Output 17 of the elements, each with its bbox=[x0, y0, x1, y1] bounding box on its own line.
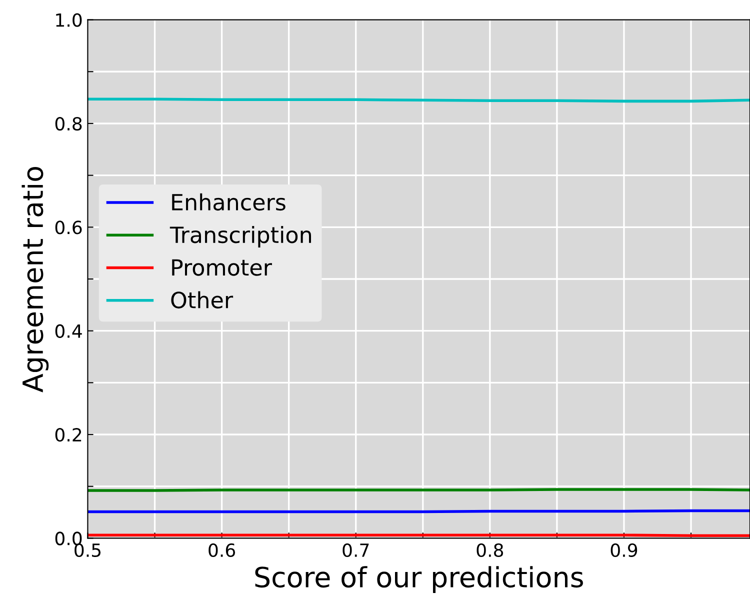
legend-label: Enhancers bbox=[172, 193, 286, 211]
x-tick-label: 0.6 bbox=[208, 543, 236, 558]
x-axis-title: Score of our predictions bbox=[255, 566, 583, 593]
legend-label: Other bbox=[171, 291, 234, 308]
y-tick-label: 0.4 bbox=[55, 324, 82, 338]
y-tick-label: 0.6 bbox=[55, 220, 82, 234]
legend-label: Promoter bbox=[172, 259, 272, 276]
x-tick-label: 0.9 bbox=[610, 543, 638, 558]
y-tick-label: 0.2 bbox=[55, 428, 82, 442]
y-tick-label: 1.0 bbox=[56, 13, 82, 27]
legend-label: Transcription bbox=[170, 226, 311, 248]
y-tick-label: 0.8 bbox=[55, 116, 82, 131]
x-tick-label: 0.5 bbox=[74, 543, 101, 558]
y-tick-label: 0.0 bbox=[55, 532, 82, 546]
x-tick-label: 0.8 bbox=[476, 543, 504, 558]
x-tick-label: 0.7 bbox=[342, 543, 369, 558]
y-axis-title: Agreement ratio bbox=[22, 166, 49, 392]
